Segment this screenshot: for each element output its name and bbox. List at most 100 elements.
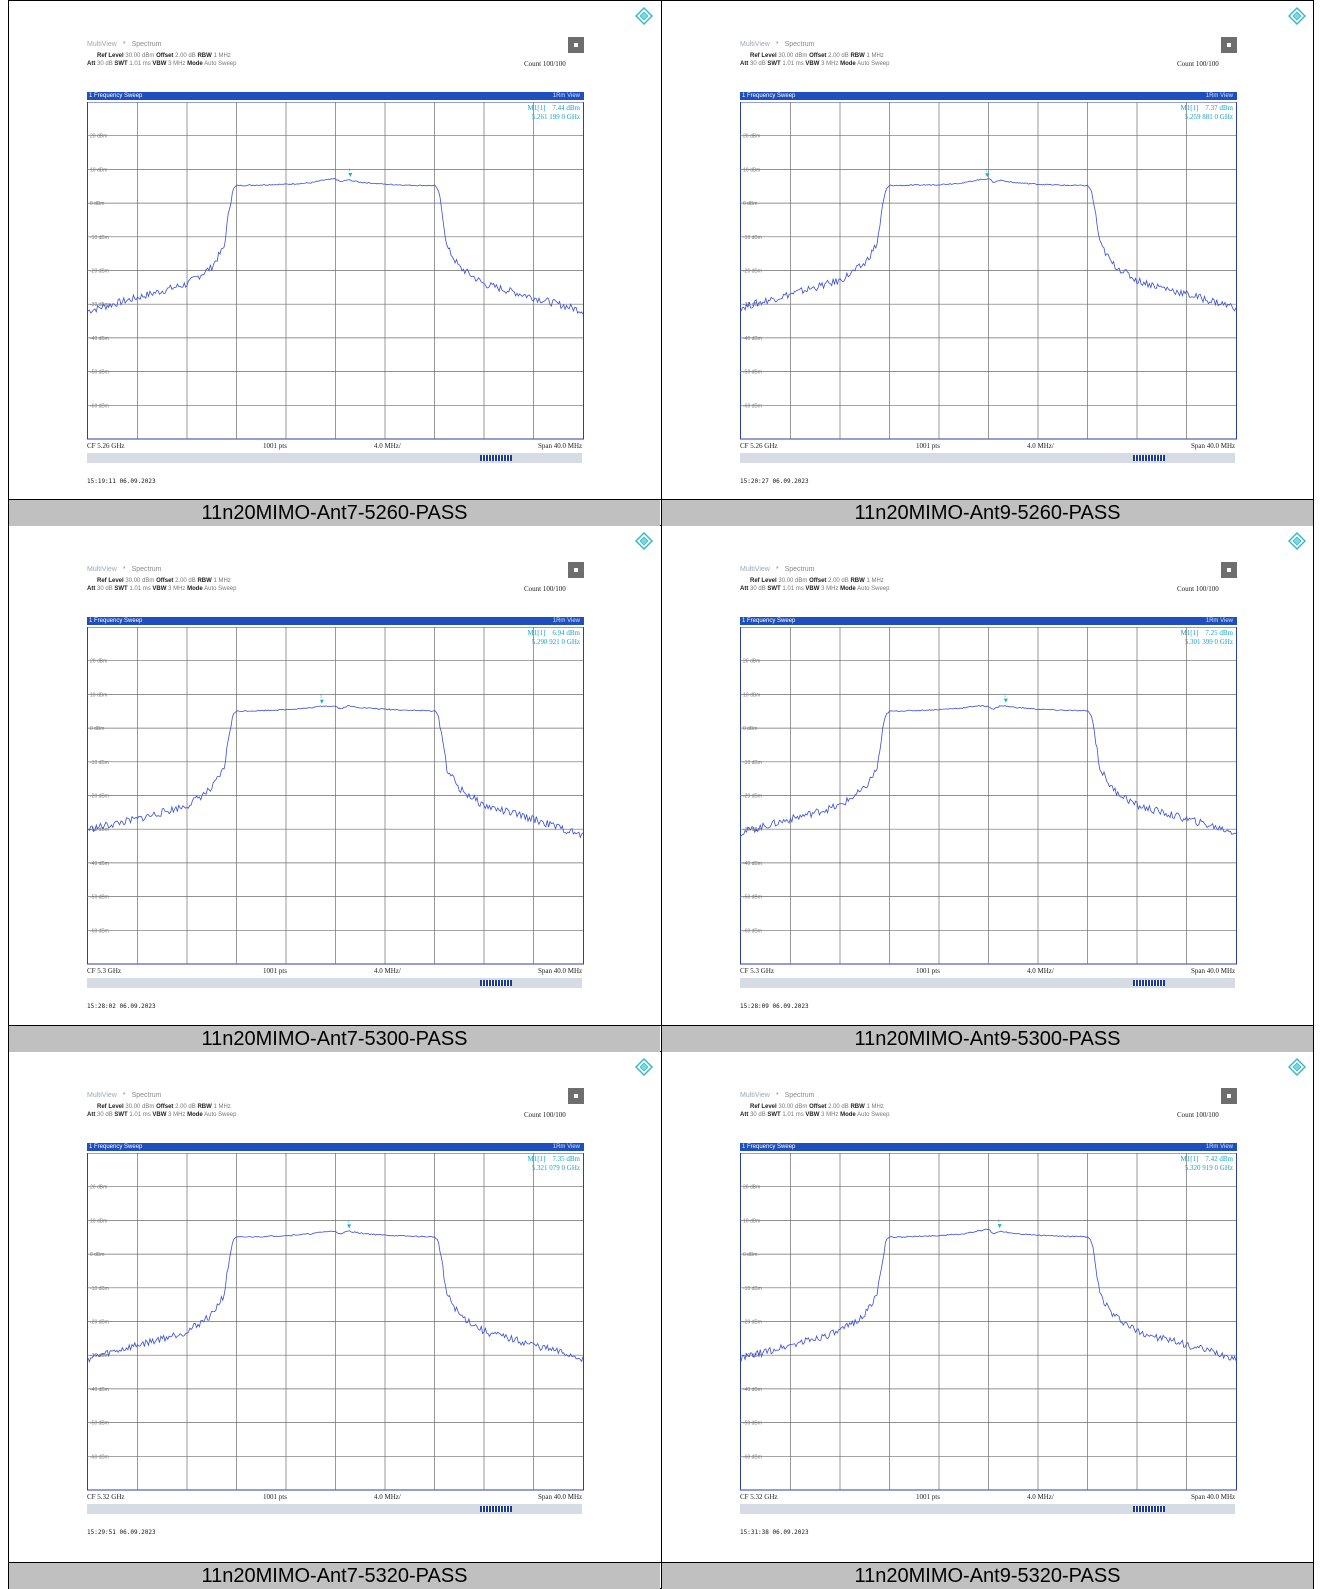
rbw-label: RBW <box>197 578 212 584</box>
logo-shape <box>635 7 653 25</box>
sweep-points: 1001 pts <box>263 967 287 975</box>
att-value: 30 dB <box>750 586 766 592</box>
y-tick-label: 20 dBm <box>743 1185 760 1191</box>
close-icon[interactable] <box>1221 37 1237 53</box>
tab-multiview[interactable]: MultiView <box>87 41 117 48</box>
y-tick-label: 20 dBm <box>90 1185 107 1191</box>
tab-marker: * <box>122 1092 126 1099</box>
ref-level-label: Ref Level <box>97 53 124 59</box>
trace-header: 1 Frequency Sweep 1Rm View <box>740 92 1237 100</box>
table-border <box>8 0 9 1589</box>
frequency-span: Span 40.0 MHz <box>538 1493 583 1501</box>
close-icon[interactable] <box>568 562 584 578</box>
status-bar <box>87 1504 582 1514</box>
y-tick-label: -60 dBm <box>90 403 109 409</box>
tab-spectrum[interactable]: Spectrum <box>131 1092 162 1099</box>
marker-m1-label: 1 <box>998 1218 1001 1223</box>
tab-spectrum[interactable]: Spectrum <box>131 41 162 48</box>
att-value: 30 dB <box>97 61 113 67</box>
frequency-span: Span 40.0 MHz <box>1191 1493 1236 1501</box>
close-icon[interactable] <box>1221 562 1237 578</box>
tab-spectrum[interactable]: Spectrum <box>784 1092 815 1099</box>
y-tick-label: 0 dBm <box>90 201 104 207</box>
y-tick-label: -40 dBm <box>743 336 762 342</box>
mode-value: Auto Sweep <box>857 1112 890 1118</box>
tab-marker: * <box>122 41 126 48</box>
center-frequency: CF 5.26 GHz <box>740 442 778 450</box>
trace-header: 1 Frequency Sweep 1Rm View <box>740 1143 1237 1151</box>
y-tick-label: -20 dBm <box>90 1320 109 1326</box>
rbw-label: RBW <box>850 578 865 584</box>
capture-timestamp: 15:29:51 06.09.2023 <box>87 1529 156 1536</box>
tab-marker: * <box>775 1092 779 1099</box>
tab-multiview[interactable]: MultiView <box>87 1092 117 1099</box>
frequency-per-division: 4.0 MHz/ <box>1027 1493 1054 1501</box>
y-tick-label: -30 dBm <box>90 302 109 308</box>
test-caption: 11n20MIMO-Ant7-5300-PASS <box>9 1026 660 1052</box>
measuring-progress <box>480 455 512 461</box>
capture-timestamp: 15:31:38 06.09.2023 <box>740 1529 809 1536</box>
status-bar <box>87 978 582 988</box>
mode-label: Mode <box>840 1112 856 1118</box>
marker-level: 7.35 dBm <box>552 1155 580 1163</box>
marker-name: M1[1] <box>1180 629 1199 637</box>
spectrum-plot: 20 dBm 10 dBm 0 dBm -10 dBm -20 dBm -30 dBm -4… <box>87 102 584 440</box>
tab-multiview[interactable]: MultiView <box>740 1092 770 1099</box>
center-frequency: CF 5.3 GHz <box>87 967 122 975</box>
tab-multiview[interactable]: MultiView <box>87 566 117 573</box>
vbw-value: 3 MHz <box>168 61 186 67</box>
frequency-span: Span 40.0 MHz <box>538 967 583 975</box>
measuring-progress <box>1133 1506 1165 1512</box>
frequency-span: Span 40.0 MHz <box>1191 967 1236 975</box>
center-frequency: CF 5.32 GHz <box>740 1493 778 1501</box>
swt-label: SWT <box>114 586 128 592</box>
y-tick-label: -60 dBm <box>743 1454 762 1460</box>
marker-m1-label: 1 <box>320 694 323 699</box>
swt-label: SWT <box>767 586 781 592</box>
marker-readout-line: M1[1] 7.35 dBm <box>464 1155 580 1164</box>
mode-value: Auto Sweep <box>204 61 237 67</box>
rohde-schwarz-diamond-icon <box>635 532 653 550</box>
vbw-label: VBW <box>805 61 820 67</box>
settings-row-2: Att 30 dB SWT 1.01 ms VBW 3 MHz Mode Aut… <box>740 1112 889 1118</box>
y-tick-label: 10 dBm <box>90 1218 107 1224</box>
y-tick-label: 10 dBm <box>90 692 107 698</box>
swt-value: 1.01 ms <box>782 61 804 67</box>
close-icon[interactable] <box>568 1088 584 1104</box>
ref-level-value: 30.00 dBm <box>778 53 808 59</box>
y-tick-label: -50 dBm <box>743 1421 762 1427</box>
y-tick-label: -60 dBm <box>743 403 762 409</box>
sweep-count: Count 100/100 <box>1177 585 1219 593</box>
y-tick-label: 10 dBm <box>743 167 760 173</box>
marker-level: 6.94 dBm <box>552 629 580 637</box>
tab-multiview[interactable]: MultiView <box>740 566 770 573</box>
rohde-schwarz-diamond-icon <box>1288 7 1306 25</box>
spectrum-plot: 20 dBm 10 dBm 0 dBm -10 dBm -20 dBm -30 dBm -4… <box>740 627 1237 965</box>
offset-label: Offset <box>156 1104 174 1110</box>
settings-row-2: Att 30 dB SWT 1.01 ms VBW 3 MHz Mode Aut… <box>87 586 236 592</box>
tab-spectrum[interactable]: Spectrum <box>784 41 815 48</box>
spectrum-trace <box>740 178 1237 312</box>
sweep-count: Count 100/100 <box>1177 1111 1219 1119</box>
marker-m1-label: 1 <box>347 1218 350 1223</box>
trace-header: 1 Frequency Sweep 1Rm View <box>740 617 1237 625</box>
trace-mode: 1Rm View <box>552 93 580 99</box>
y-tick-label: -20 dBm <box>90 269 109 275</box>
swt-label: SWT <box>767 61 781 67</box>
close-icon[interactable] <box>568 37 584 53</box>
trace-title: 1 Frequency Sweep <box>742 618 796 624</box>
mode-label: Mode <box>840 61 856 67</box>
offset-value: 2.00 dB <box>828 1104 849 1110</box>
close-icon[interactable] <box>1221 1088 1237 1104</box>
ref-level-value: 30.00 dBm <box>778 578 808 584</box>
tab-spectrum[interactable]: Spectrum <box>784 566 815 573</box>
test-caption: 11n20MIMO-Ant7-5320-PASS <box>9 1563 660 1589</box>
y-tick-label: -50 dBm <box>743 895 762 901</box>
y-tick-label: -30 dBm <box>743 302 762 308</box>
close-glyph <box>1227 1094 1231 1098</box>
tab-spectrum[interactable]: Spectrum <box>131 566 162 573</box>
vbw-label: VBW <box>152 61 167 67</box>
y-tick-label: -50 dBm <box>90 370 109 376</box>
tab-multiview[interactable]: MultiView <box>740 41 770 48</box>
logo-shape <box>1292 536 1302 546</box>
